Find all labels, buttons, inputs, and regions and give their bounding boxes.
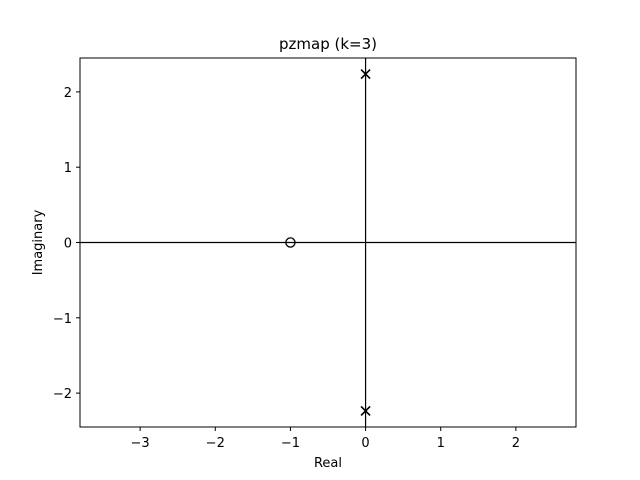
pole-marker-stroke	[360, 69, 371, 80]
pole-zero-marks	[285, 69, 371, 416]
zero-marker	[285, 237, 296, 248]
y-tick-label: 1	[64, 161, 72, 176]
y-tick-label: 2	[64, 86, 72, 101]
x-tick-label: −3	[131, 436, 150, 451]
x-axis-label: Real	[314, 456, 342, 471]
x-axis-ticks: −3 −2 −1 0 1 2	[131, 427, 520, 451]
x-tick-label: −1	[281, 436, 300, 451]
reference-lines	[80, 58, 576, 427]
y-tick-label: −1	[53, 312, 72, 327]
y-axis-label: Imaginary	[31, 209, 46, 275]
pole-marker	[360, 69, 371, 80]
y-tick-label: 0	[64, 237, 72, 252]
y-axis-ticks: −2 −1 0 1 2	[53, 86, 80, 402]
pole-marker-stroke	[360, 405, 371, 416]
chart-title: pzmap (k=3)	[279, 35, 377, 53]
x-tick-label: 2	[512, 436, 520, 451]
x-tick-label: −2	[206, 436, 225, 451]
x-tick-label: 0	[361, 436, 369, 451]
y-tick-label: −2	[53, 387, 72, 402]
pole-marker	[360, 405, 371, 416]
x-tick-label: 1	[437, 436, 445, 451]
